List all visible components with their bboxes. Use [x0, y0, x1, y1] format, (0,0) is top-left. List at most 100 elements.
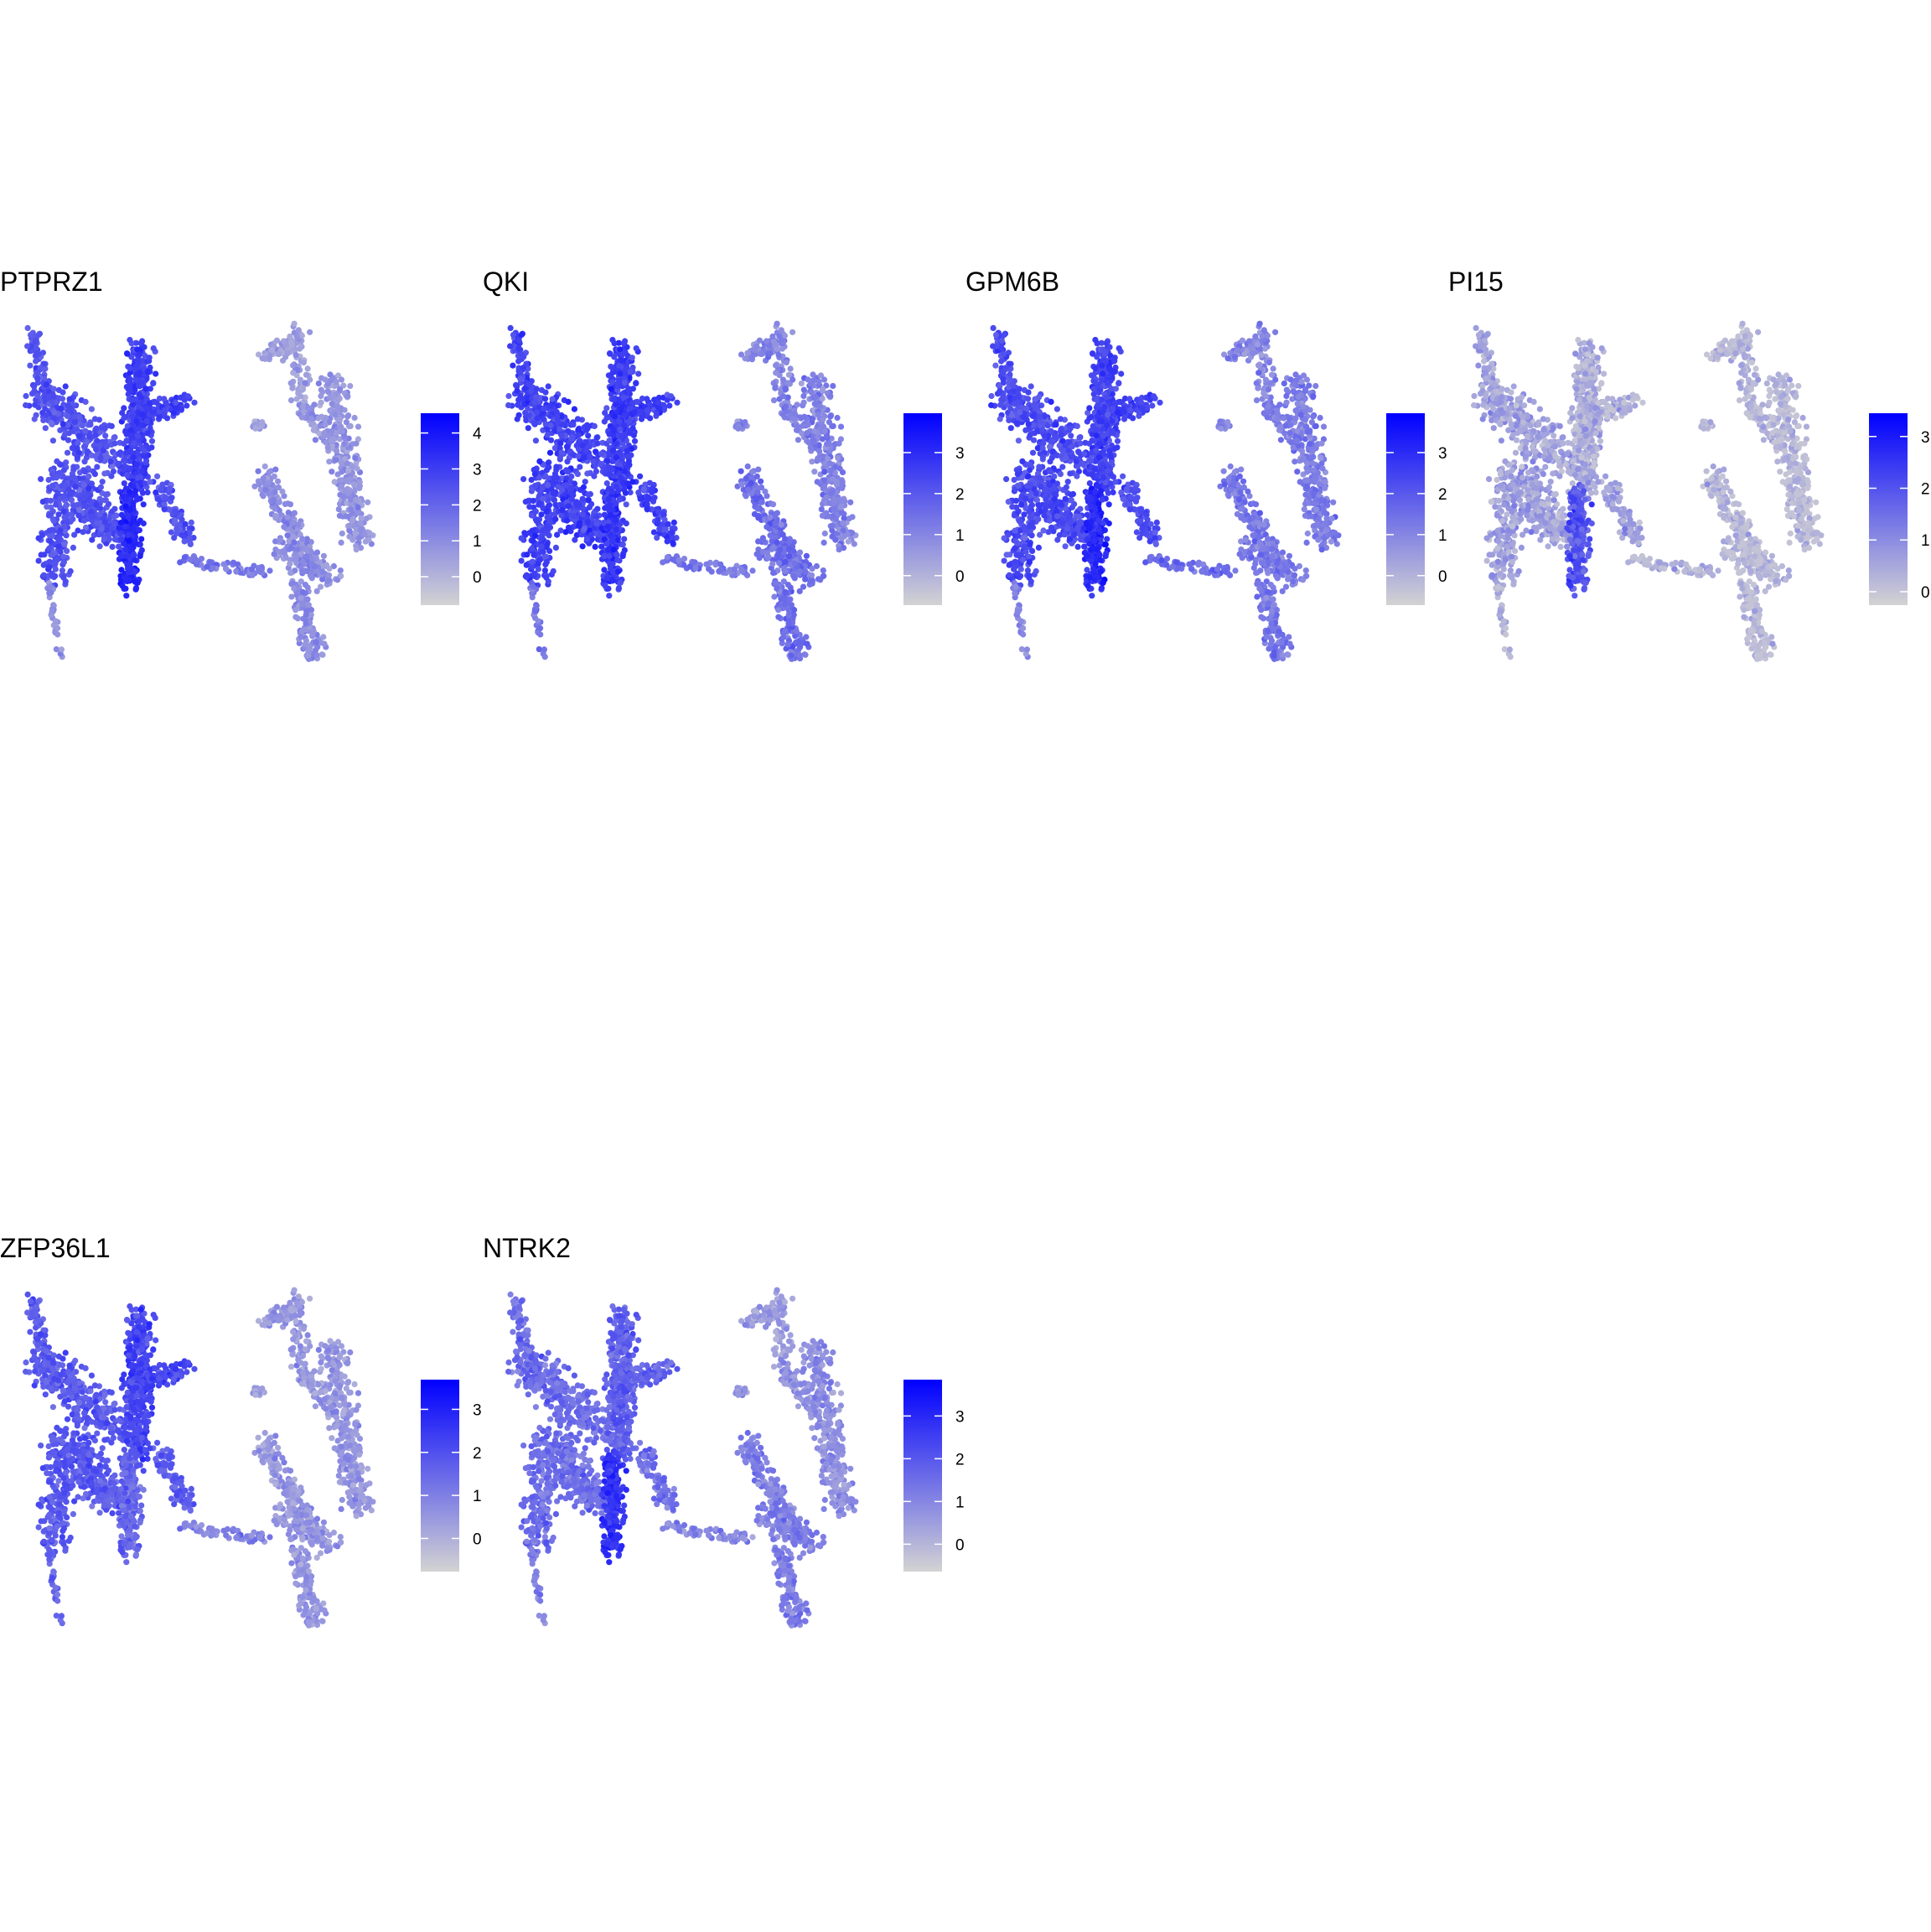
cell-point: [282, 550, 287, 556]
cell-point: [323, 376, 329, 382]
cell-point: [60, 396, 65, 401]
cell-point: [272, 515, 278, 521]
cell-point: [111, 521, 116, 526]
cell-point: [185, 393, 191, 399]
cell-point: [256, 469, 261, 474]
cell-point: [836, 546, 842, 552]
cell-point: [651, 495, 657, 500]
cell-point: [333, 412, 339, 417]
cell-point: [514, 388, 520, 394]
cell-point: [703, 562, 709, 567]
cell-point: [533, 483, 539, 489]
cell-point: [110, 544, 116, 550]
cell-point: [124, 351, 130, 357]
cell-point: [576, 432, 582, 438]
cell-point: [544, 541, 550, 547]
cell-point: [655, 400, 661, 406]
cell-point: [602, 553, 608, 559]
cell-point: [311, 629, 317, 635]
cell-point: [529, 512, 535, 518]
cell-point: [570, 422, 576, 427]
cell-point: [31, 388, 37, 394]
cell-point: [779, 522, 784, 528]
cell-point: [34, 370, 40, 376]
cell-point: [303, 609, 309, 614]
cell-point: [57, 495, 63, 501]
cell-point: [287, 570, 293, 576]
cell-point: [530, 559, 536, 565]
cell-point: [262, 464, 268, 469]
cell-point: [339, 484, 344, 489]
cell-point: [59, 646, 65, 652]
cell-point: [644, 396, 650, 401]
cell-point: [584, 536, 590, 542]
cell-point: [98, 484, 104, 490]
cell-point: [344, 393, 350, 399]
cell-point: [552, 516, 558, 522]
cell-point: [144, 418, 150, 424]
cell-point: [619, 351, 625, 357]
cell-point: [131, 526, 137, 532]
cell-point: [520, 365, 526, 370]
cell-point: [249, 567, 255, 572]
cell-point: [320, 634, 326, 640]
cell-point: [87, 434, 93, 440]
cell-point: [543, 554, 549, 560]
cell-point: [318, 387, 324, 393]
points: [23, 321, 376, 662]
cell-point: [352, 415, 358, 421]
cell-point: [624, 448, 629, 453]
cell-point: [272, 474, 277, 479]
cell-point: [347, 476, 353, 482]
cell-point: [655, 518, 660, 524]
cell-point: [546, 503, 551, 509]
cell-point: [141, 521, 147, 526]
cell-point: [292, 321, 298, 327]
cell-point: [63, 383, 69, 389]
cell-point: [533, 438, 539, 443]
cell-point: [592, 423, 598, 429]
cell-point: [330, 394, 336, 400]
cell-point: [808, 444, 814, 450]
cell-point: [345, 468, 351, 474]
cell-point: [65, 438, 71, 443]
cell-point: [624, 501, 629, 507]
cell-point: [147, 355, 153, 360]
cell-point: [647, 415, 653, 421]
cell-point: [541, 646, 547, 652]
cell-point: [801, 400, 807, 406]
cell-point: [833, 515, 839, 521]
cell-point: [46, 512, 52, 518]
cell-point: [355, 465, 360, 471]
cell-point: [555, 484, 561, 489]
cell-point: [346, 523, 352, 529]
cell-point: [553, 464, 559, 469]
cell-point: [162, 407, 168, 413]
cell-point: [795, 424, 800, 430]
cell-point: [182, 554, 188, 560]
cell-point: [285, 532, 291, 538]
cell-point: [199, 556, 204, 562]
cell-point: [284, 350, 290, 356]
cell-point: [780, 377, 786, 383]
cell-point: [822, 428, 828, 434]
cell-point: [774, 321, 780, 327]
cell-point: [67, 396, 73, 402]
cell-point: [365, 500, 370, 505]
cell-point: [104, 443, 110, 449]
cell-point: [300, 589, 306, 595]
cell-point: [308, 416, 314, 422]
cell-point: [674, 400, 680, 406]
cell-point: [745, 464, 751, 469]
cell-point: [69, 497, 75, 503]
cell-point: [149, 438, 155, 444]
cell-point: [819, 506, 825, 512]
cell-point: [604, 480, 610, 486]
cell-point: [298, 595, 304, 601]
cell-point: [321, 430, 327, 436]
cell-point: [325, 389, 331, 395]
cell-point: [347, 383, 353, 389]
cell-point: [555, 419, 561, 425]
cell-point: [749, 469, 755, 474]
cell-point: [82, 503, 88, 509]
